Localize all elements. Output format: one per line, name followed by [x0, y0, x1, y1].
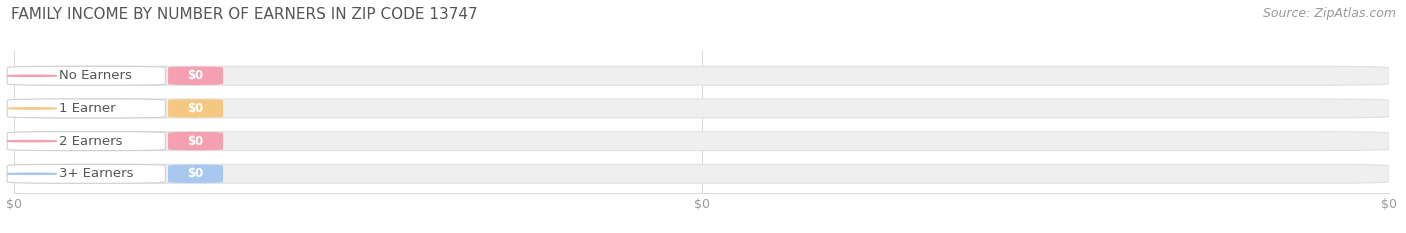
Text: $0: $0 [187, 135, 204, 148]
Text: No Earners: No Earners [59, 69, 132, 82]
FancyBboxPatch shape [7, 66, 166, 85]
Text: 3+ Earners: 3+ Earners [59, 167, 134, 180]
FancyBboxPatch shape [14, 66, 1389, 85]
Text: 2 Earners: 2 Earners [59, 135, 122, 148]
Text: 1 Earner: 1 Earner [59, 102, 117, 115]
Text: $0: $0 [187, 102, 204, 115]
FancyBboxPatch shape [169, 66, 224, 85]
Circle shape [7, 75, 56, 76]
FancyBboxPatch shape [7, 164, 166, 183]
FancyBboxPatch shape [169, 132, 224, 151]
FancyBboxPatch shape [14, 164, 1389, 183]
FancyBboxPatch shape [169, 99, 224, 118]
Text: $0: $0 [187, 69, 204, 82]
FancyBboxPatch shape [7, 99, 166, 118]
Text: $0: $0 [187, 167, 204, 180]
Circle shape [7, 140, 56, 142]
FancyBboxPatch shape [7, 132, 166, 151]
Circle shape [7, 173, 56, 174]
FancyBboxPatch shape [169, 164, 224, 183]
Text: FAMILY INCOME BY NUMBER OF EARNERS IN ZIP CODE 13747: FAMILY INCOME BY NUMBER OF EARNERS IN ZI… [11, 7, 478, 22]
Text: Source: ZipAtlas.com: Source: ZipAtlas.com [1263, 7, 1396, 20]
Circle shape [7, 108, 56, 109]
FancyBboxPatch shape [14, 99, 1389, 118]
FancyBboxPatch shape [14, 132, 1389, 151]
